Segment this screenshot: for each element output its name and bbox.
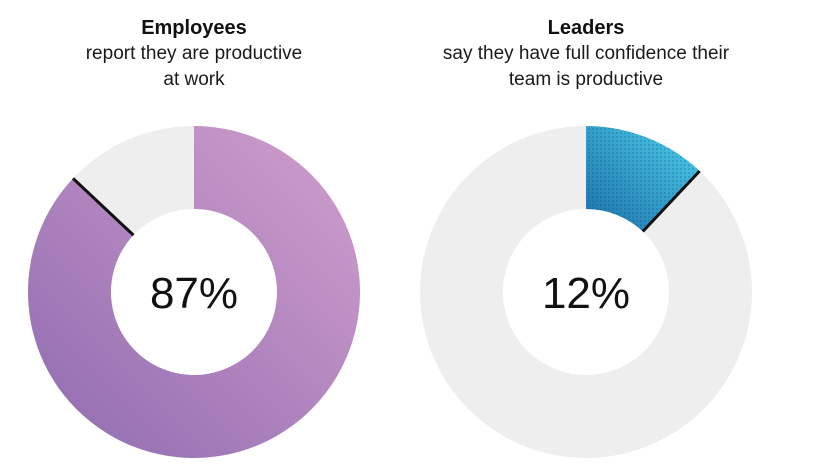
donut-slice-remainder — [420, 125, 753, 458]
subtitle-line: team is productive — [508, 69, 664, 90]
chart-subtitle: say they have full confidence their team… — [396, 41, 776, 93]
subtitle-line: say they have full confidence their — [442, 43, 730, 64]
center-value-label: 12% — [542, 269, 630, 318]
donut-divider — [641, 169, 701, 233]
donut-chart: 12% — [420, 125, 753, 458]
chart-title: Employees — [141, 17, 247, 39]
center-value-label: 87% — [150, 269, 238, 318]
donut-slice-remainder — [72, 126, 194, 236]
donut-divider — [71, 177, 135, 237]
chart-subtitle: report they are productive at work — [4, 41, 384, 93]
subtitle-line: at work — [163, 69, 225, 90]
subtitle-line: report they are productive — [85, 43, 303, 64]
donut-chart: 87% — [27, 126, 361, 458]
chart-title: Leaders — [547, 17, 625, 39]
donut-slice-texture — [586, 126, 700, 232]
employees-chart: Employees report they are productive at … — [4, 0, 384, 468]
donut-slice-value — [27, 126, 361, 458]
leaders-chart: Leaders say they have full confidence th… — [396, 0, 776, 468]
